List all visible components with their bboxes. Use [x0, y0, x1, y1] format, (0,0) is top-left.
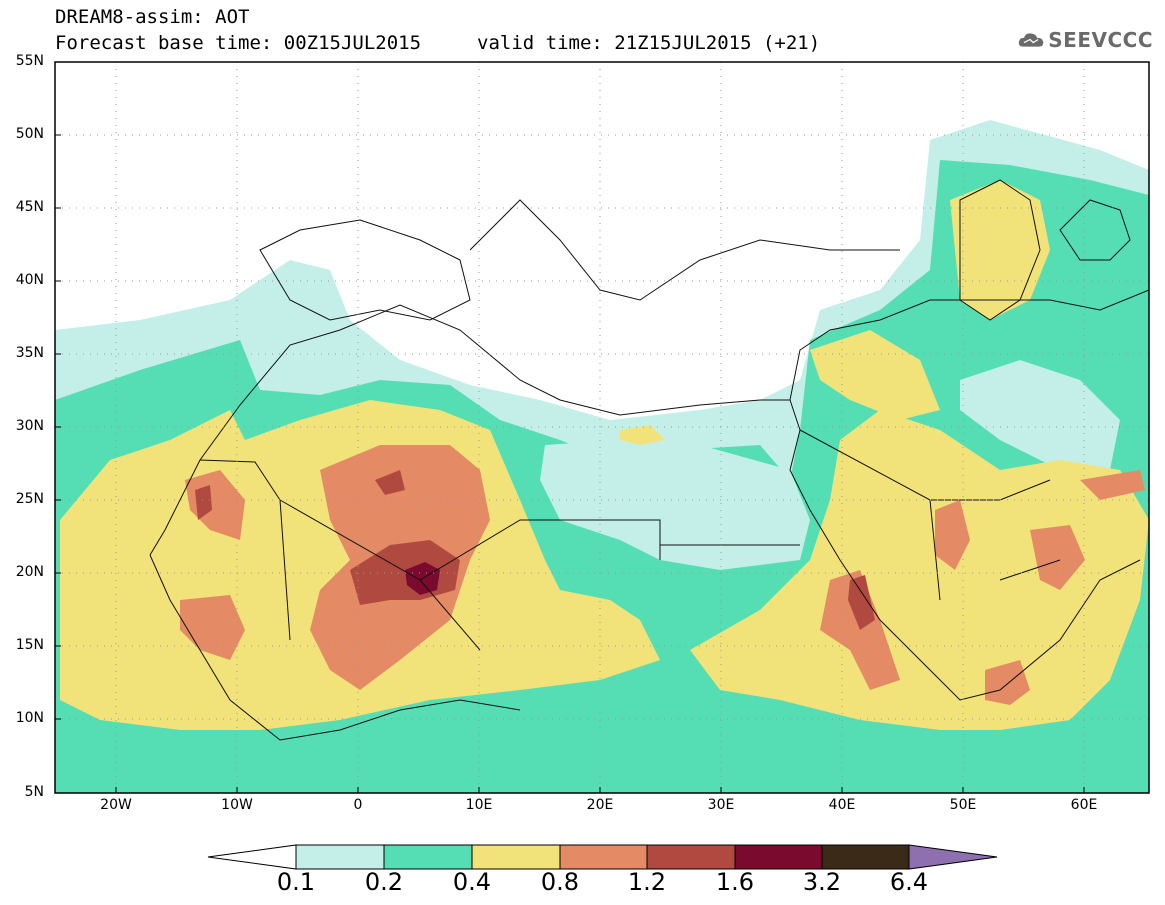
colorbar-under: [207, 844, 297, 870]
lat-label: 45N: [15, 199, 44, 215]
lat-label: 30N: [15, 418, 44, 434]
lon-label: 10E: [465, 797, 493, 813]
colorbar-label: 1.6: [715, 868, 755, 896]
lon-label: 60E: [1070, 797, 1098, 813]
lon-label: 40E: [828, 797, 856, 813]
coastlines: [149, 179, 1150, 741]
lon-label: 20E: [586, 797, 614, 813]
lon-label: 30E: [707, 797, 735, 813]
lon-label: 50E: [949, 797, 977, 813]
colorbar-label: 6.4: [889, 868, 929, 896]
valid-time-label: valid time: 21Z15JUL2015 (+21): [477, 32, 821, 54]
lat-label: 40N: [15, 272, 44, 288]
colorbar-label: 0.4: [452, 868, 492, 896]
colorbar-over: [908, 844, 998, 870]
lat-label: 5N: [24, 784, 44, 800]
lat-label: 50N: [15, 126, 44, 142]
lat-label: 15N: [15, 637, 44, 653]
colorbar-label: 3.2: [802, 868, 842, 896]
colorbar-0.1: [295, 844, 385, 870]
colorbar-0.4: [471, 844, 561, 870]
colorbar-label: 0.8: [540, 868, 580, 896]
logo-text: SEEVCCC: [1048, 28, 1153, 52]
lat-label: 25N: [15, 491, 44, 507]
title-line-model: DREAM8-assim: AOT: [55, 6, 250, 28]
lon-label: 0: [353, 797, 363, 813]
gridlines: [55, 62, 1149, 793]
seevccc-logo: SEEVCCC: [1018, 20, 1153, 60]
lon-label: 10W: [221, 797, 253, 813]
colorbar-label: 0.1: [276, 868, 316, 896]
colorbar-1.6: [734, 844, 823, 870]
colorbar-3.2: [821, 844, 910, 870]
colorbar-0.8: [559, 844, 648, 870]
colorbar-label: 1.2: [627, 868, 667, 896]
colorbar-1.2: [646, 844, 736, 870]
lat-label: 35N: [15, 345, 44, 361]
colorbar: [207, 844, 998, 870]
colorbar-label: 0.2: [364, 868, 404, 896]
cloud-logo-icon: [1018, 33, 1044, 47]
lat-label: 55N: [15, 53, 44, 69]
lon-label: 20W: [100, 797, 132, 813]
lat-label: 20N: [15, 564, 44, 580]
axis-ticks: [55, 61, 1085, 794]
title-line-base-time: Forecast base time: 00Z15JUL2015: [55, 32, 422, 54]
colorbar-0.2: [383, 844, 473, 870]
lat-label: 10N: [15, 710, 44, 726]
